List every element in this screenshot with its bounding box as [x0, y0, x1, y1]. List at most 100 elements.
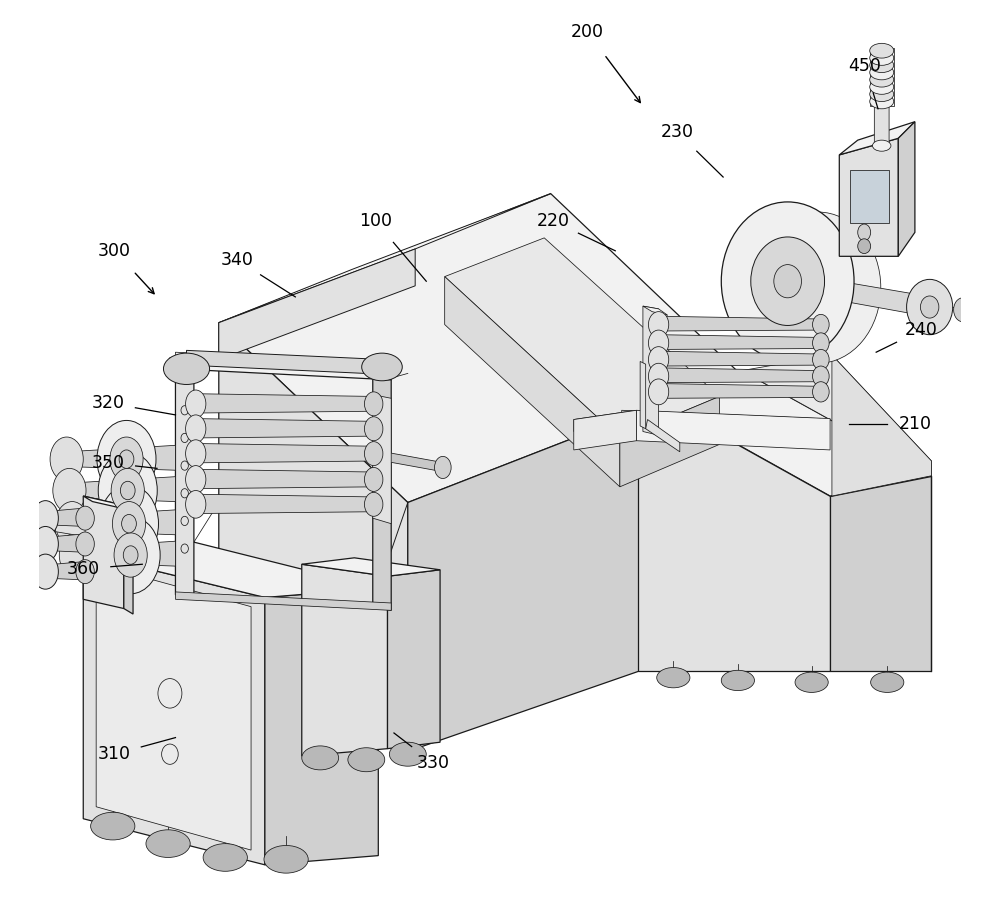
Ellipse shape [110, 437, 143, 481]
Ellipse shape [907, 279, 953, 335]
Ellipse shape [870, 65, 894, 80]
Ellipse shape [91, 812, 135, 840]
Ellipse shape [657, 668, 690, 688]
Polygon shape [643, 306, 668, 315]
Ellipse shape [858, 224, 871, 241]
Ellipse shape [264, 845, 308, 873]
Polygon shape [46, 518, 85, 537]
Polygon shape [373, 395, 391, 524]
Ellipse shape [389, 742, 426, 766]
Polygon shape [170, 358, 200, 366]
Ellipse shape [870, 87, 894, 101]
Ellipse shape [870, 58, 894, 73]
Ellipse shape [917, 287, 950, 327]
Polygon shape [44, 508, 85, 526]
Text: 330: 330 [417, 754, 450, 773]
Ellipse shape [751, 237, 825, 325]
Polygon shape [46, 518, 56, 535]
Ellipse shape [99, 485, 158, 562]
Polygon shape [620, 396, 719, 487]
Ellipse shape [648, 347, 669, 372]
Polygon shape [175, 360, 391, 380]
Ellipse shape [53, 468, 86, 513]
Polygon shape [194, 394, 376, 413]
Text: 240: 240 [905, 321, 938, 339]
Polygon shape [898, 122, 915, 256]
Polygon shape [219, 194, 551, 323]
Ellipse shape [186, 491, 206, 518]
Polygon shape [83, 496, 133, 511]
Ellipse shape [122, 514, 136, 533]
Polygon shape [839, 122, 915, 155]
Ellipse shape [364, 492, 383, 516]
Polygon shape [72, 510, 175, 535]
Polygon shape [374, 450, 445, 472]
Ellipse shape [114, 533, 147, 577]
Polygon shape [44, 534, 85, 552]
Ellipse shape [101, 516, 160, 594]
Polygon shape [194, 419, 376, 438]
Polygon shape [219, 194, 740, 502]
Text: 450: 450 [849, 57, 882, 76]
Polygon shape [194, 443, 376, 463]
Polygon shape [175, 352, 391, 371]
Polygon shape [742, 355, 931, 476]
Ellipse shape [33, 526, 58, 561]
Ellipse shape [648, 363, 669, 389]
Ellipse shape [186, 466, 206, 493]
Ellipse shape [870, 72, 894, 87]
Polygon shape [758, 267, 931, 317]
Ellipse shape [813, 366, 829, 386]
Ellipse shape [795, 672, 828, 692]
Polygon shape [643, 306, 659, 435]
Ellipse shape [163, 353, 210, 384]
Polygon shape [646, 420, 680, 452]
Ellipse shape [112, 502, 146, 546]
Ellipse shape [203, 844, 247, 871]
Polygon shape [574, 410, 636, 431]
Polygon shape [69, 477, 175, 502]
Ellipse shape [870, 43, 894, 58]
Polygon shape [839, 138, 898, 256]
Polygon shape [302, 564, 388, 756]
Ellipse shape [813, 314, 829, 335]
Polygon shape [44, 561, 85, 580]
Ellipse shape [302, 746, 339, 770]
Ellipse shape [870, 94, 894, 109]
Polygon shape [638, 371, 931, 496]
Polygon shape [76, 541, 175, 566]
Polygon shape [219, 323, 408, 751]
Polygon shape [83, 496, 124, 609]
Ellipse shape [76, 560, 94, 584]
Ellipse shape [33, 554, 58, 589]
Polygon shape [874, 103, 889, 148]
Text: 300: 300 [98, 242, 131, 260]
Ellipse shape [648, 330, 669, 356]
Polygon shape [659, 384, 821, 398]
Ellipse shape [871, 672, 904, 692]
Ellipse shape [364, 417, 383, 441]
Polygon shape [832, 355, 931, 496]
Ellipse shape [364, 442, 383, 466]
Ellipse shape [774, 265, 801, 298]
Text: 360: 360 [67, 560, 100, 578]
Ellipse shape [813, 349, 829, 370]
Polygon shape [302, 558, 440, 576]
Ellipse shape [648, 312, 669, 337]
Ellipse shape [858, 239, 871, 254]
Ellipse shape [146, 830, 190, 857]
Ellipse shape [870, 51, 894, 65]
Polygon shape [388, 570, 440, 749]
Polygon shape [265, 588, 378, 865]
Text: 350: 350 [92, 454, 125, 472]
Polygon shape [622, 410, 821, 426]
Text: 310: 310 [98, 745, 131, 763]
Text: 200: 200 [571, 23, 604, 41]
Ellipse shape [813, 333, 829, 353]
Bar [850, 170, 889, 223]
Ellipse shape [33, 501, 58, 536]
Text: 210: 210 [898, 415, 931, 433]
Polygon shape [187, 350, 385, 374]
Polygon shape [219, 249, 415, 360]
Ellipse shape [348, 748, 385, 772]
